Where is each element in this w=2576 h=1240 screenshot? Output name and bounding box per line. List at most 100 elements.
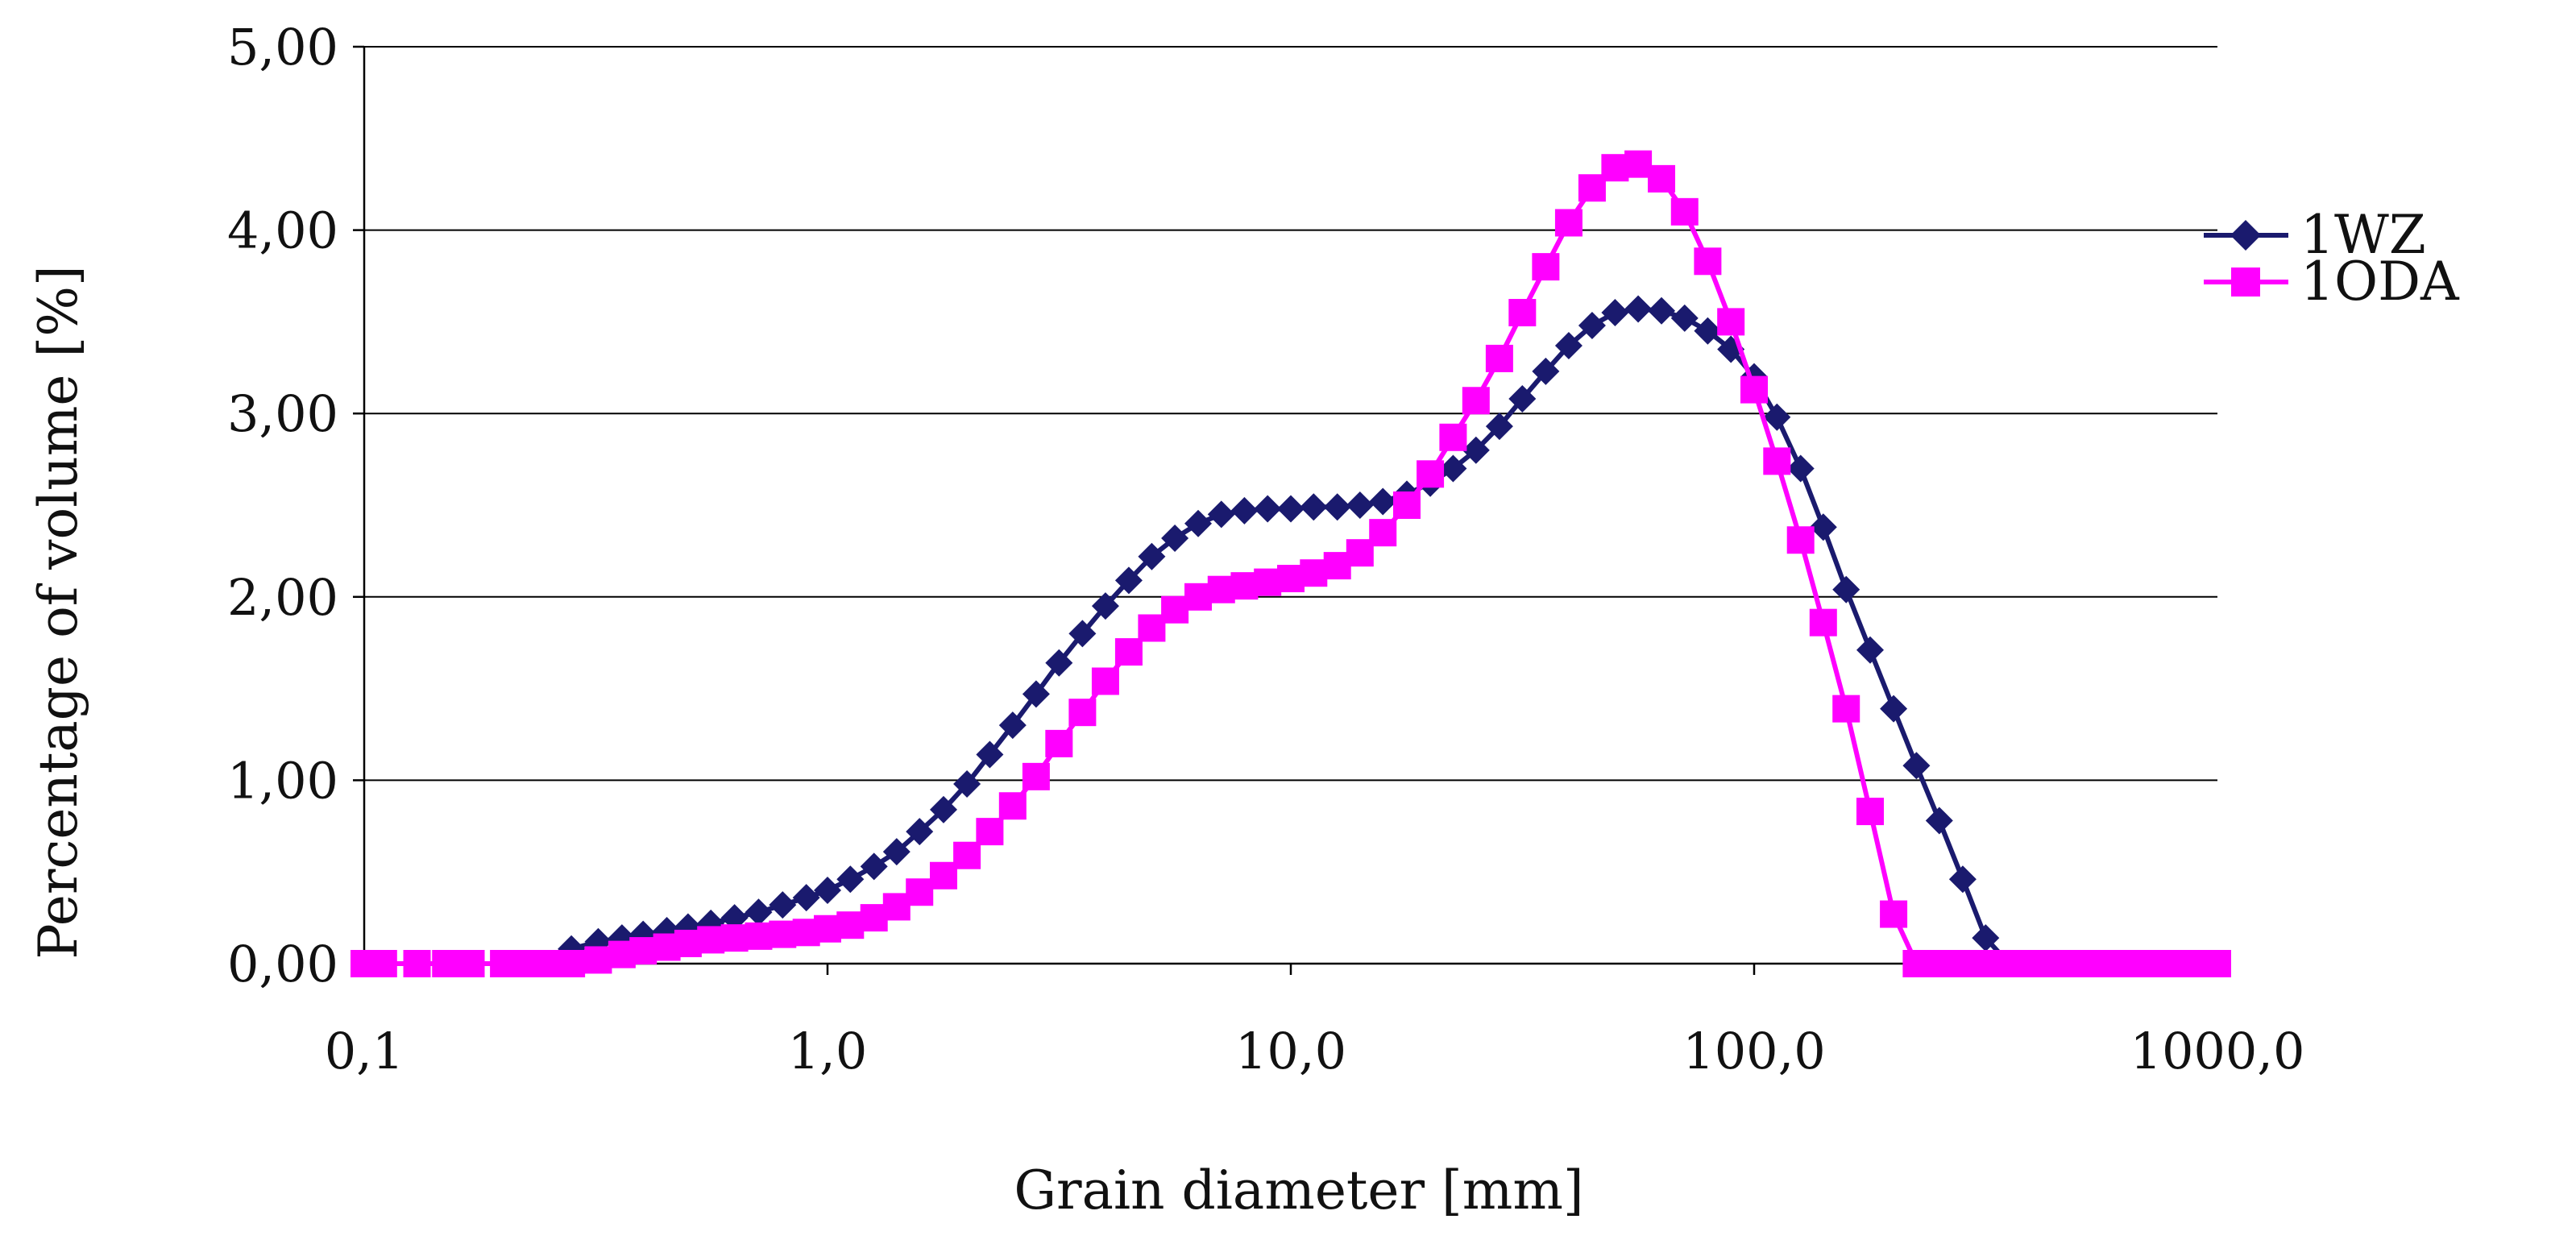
data-point-1WZ — [1856, 636, 1884, 664]
data-point-1WZ — [1346, 491, 1374, 519]
data-point-1ODA — [1369, 519, 1397, 547]
data-point-1WZ — [1230, 496, 1259, 525]
y-tick-label: 2,00 — [227, 568, 338, 627]
data-point-1ODA — [457, 950, 485, 977]
data-point-1WZ — [1184, 509, 1213, 537]
legend-label-1ODA: 1ODA — [2300, 251, 2460, 313]
data-point-1ODA — [2134, 950, 2162, 977]
data-point-1WZ — [1925, 807, 1953, 835]
y-tick-label: 4,00 — [227, 201, 338, 260]
data-point-1ODA — [1925, 950, 1953, 977]
y-tick-label: 0,00 — [227, 935, 338, 993]
data-point-1ODA — [1045, 729, 1073, 757]
data-point-1ODA — [1694, 247, 1722, 276]
data-point-1ODA — [882, 893, 911, 921]
data-point-1ODA — [1091, 667, 1119, 695]
data-point-1ODA — [1161, 595, 1189, 624]
data-point-1ODA — [953, 841, 981, 869]
data-point-1ODA — [998, 792, 1027, 820]
data-point-1ODA — [1763, 447, 1791, 475]
legend-marker-1ODA — [2231, 267, 2260, 297]
data-point-1ODA — [2111, 950, 2139, 977]
data-point-1ODA — [1254, 568, 1282, 596]
data-point-1WZ — [1670, 304, 1699, 332]
data-point-1ODA — [1902, 950, 1931, 977]
data-point-1WZ — [1624, 295, 1653, 323]
y-tick-label: 3,00 — [227, 384, 338, 443]
data-point-1WZ — [1648, 297, 1676, 325]
data-point-1ODA — [1417, 460, 1445, 488]
data-point-1ODA — [1786, 526, 1815, 554]
x-tick-label: 100,0 — [1682, 1022, 1826, 1080]
data-point-1WZ — [1022, 680, 1050, 708]
data-point-1ODA — [1184, 583, 1213, 611]
data-point-1ODA — [1462, 387, 1490, 415]
data-point-1WZ — [1369, 487, 1397, 516]
data-point-1WZ — [1763, 403, 1791, 431]
data-point-1WZ — [1972, 924, 2000, 952]
data-point-1WZ — [906, 818, 934, 846]
data-point-1WZ — [1114, 566, 1143, 595]
data-point-1WZ — [1832, 575, 1860, 603]
x-tick-label: 10,0 — [1235, 1022, 1346, 1080]
data-point-1WZ — [1786, 454, 1815, 483]
data-point-1ODA — [1832, 695, 1860, 723]
data-point-1ODA — [836, 911, 865, 939]
x-axis-title: Grain diameter [mm] — [1014, 1159, 1583, 1221]
data-point-1ODA — [697, 926, 725, 954]
data-point-1ODA — [1624, 150, 1653, 178]
data-point-1WZ — [976, 740, 1004, 769]
data-point-1ODA — [508, 950, 537, 977]
data-point-1WZ — [1091, 592, 1119, 620]
data-point-1ODA — [584, 946, 612, 974]
data-point-1WZ — [1508, 384, 1537, 413]
data-point-1ODA — [976, 818, 1004, 846]
data-point-1ODA — [1809, 608, 1837, 637]
data-point-1WZ — [1902, 752, 1931, 780]
data-point-1ODA — [2041, 950, 2069, 977]
data-point-1ODA — [720, 924, 749, 952]
x-tick-label: 1,0 — [788, 1022, 868, 1080]
data-point-1ODA — [1880, 900, 1908, 928]
x-axis-tick-labels: 0,1 1,0 10,0 100,0 1000,0 — [325, 1022, 2305, 1080]
data-point-1WZ — [882, 838, 911, 866]
data-point-1ODA — [1346, 539, 1374, 567]
data-point-1ODA — [769, 920, 797, 948]
data-point-1WZ — [1578, 311, 1606, 339]
data-point-1ODA — [1995, 950, 2023, 977]
data-point-1ODA — [1230, 572, 1259, 600]
data-point-1ODA — [1740, 375, 1768, 404]
data-point-1ODA — [1138, 614, 1166, 642]
legend-marker-1WZ — [2230, 220, 2261, 251]
data-point-1ODA — [929, 861, 957, 890]
data-point-1ODA — [1856, 798, 1884, 826]
data-point-1ODA — [1554, 209, 1583, 237]
series-line-1WZ — [364, 306, 2217, 966]
data-point-1WZ — [1138, 542, 1166, 570]
data-point-1WZ — [860, 852, 888, 881]
data-point-1ODA — [1972, 950, 2000, 977]
series-line-1ODA — [364, 161, 2217, 966]
data-point-1ODA — [1439, 423, 1467, 451]
data-point-1ODA — [629, 937, 657, 965]
data-point-1WZ — [1068, 620, 1097, 648]
data-point-1WZ — [1161, 524, 1189, 552]
data-point-1ODA — [1068, 699, 1097, 727]
data-point-1WZ — [1532, 357, 1560, 385]
data-series — [351, 150, 2231, 977]
data-point-1WZ — [1254, 495, 1282, 523]
data-point-1WZ — [745, 898, 773, 927]
data-point-1WZ — [1207, 500, 1235, 529]
data-point-1ODA — [2018, 950, 2046, 977]
series-1ODA — [351, 150, 2231, 977]
series-1WZ — [351, 295, 2231, 977]
data-point-1WZ — [1485, 413, 1513, 441]
data-point-1ODA — [432, 950, 460, 977]
data-point-1ODA — [1601, 154, 1629, 182]
data-point-1ODA — [2088, 950, 2116, 977]
data-point-1ODA — [1648, 164, 1676, 193]
data-point-1ODA — [1485, 344, 1513, 372]
x-tick-label: 1000,0 — [2130, 1022, 2305, 1080]
data-point-1WZ — [1694, 317, 1722, 345]
legend-label-1WZ: 1WZ — [2300, 204, 2426, 266]
